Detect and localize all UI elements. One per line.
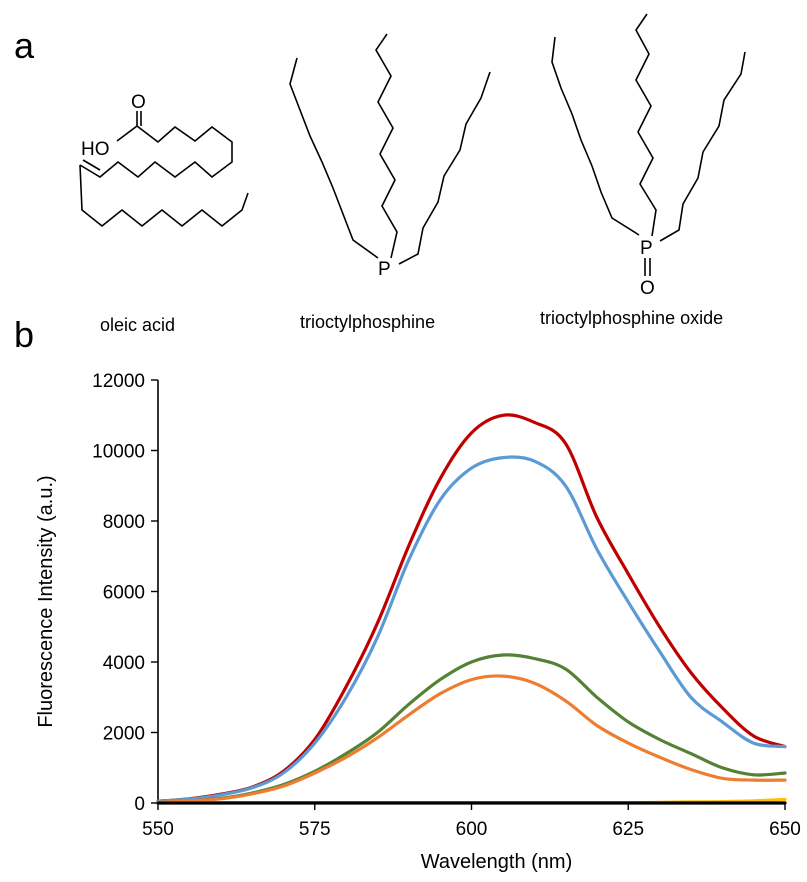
topo-atom-o: O [640,278,655,299]
topo-atom-p: P [640,238,653,259]
x-tick-label: 625 [612,819,644,840]
series-layer [156,413,787,805]
fluorescence-chart: 0 2000 4000 6000 8000 10000 12000 550 575 600 625… [35,371,801,873]
top-chain-1 [289,57,379,259]
topo-chain-1 [551,36,640,236]
oleic-acid-chain-upper [79,125,233,179]
oleic-acid-label: oleic acid [100,315,175,335]
x-tick-label: 600 [456,819,488,840]
y-ticks: 0 2000 4000 6000 8000 10000 12000 [92,371,158,815]
topo-chain-3 [659,51,746,242]
oleic-acid-structure: O HO oleic acid [79,92,249,335]
panel-b-letter: b [14,314,34,355]
trioctylphosphine-oxide-label: trioctylphosphine oxide [540,308,723,328]
y-tick-label: 2000 [103,724,145,745]
oleic-acid-atom-o: O [131,92,146,113]
x-axis-title: Wavelength (nm) [421,851,573,873]
series-line-3 [156,653,787,804]
y-axis-title: Fluorescence Intensity (a.u.) [35,475,57,727]
oleic-acid-atom-ho: HO [81,139,110,160]
y-tick-label: 12000 [92,371,145,392]
top-chain-3 [398,71,491,265]
trioctylphosphine-structure: P trioctylphosphine [289,33,491,332]
series-line-1 [156,413,787,803]
oleic-acid-backbone-head [116,111,138,142]
series-line-2 [156,455,787,803]
top-atom-p: P [378,259,391,280]
x-tick-label: 650 [769,819,801,840]
y-tick-label: 10000 [92,442,145,463]
x-tick-label: 575 [299,819,331,840]
cis-double-bond [82,159,101,171]
y-tick-label: 6000 [103,583,145,604]
series-line-4 [156,674,787,804]
top-chain-2 [375,33,398,259]
x-ticks: 550 575 600 625 650 [142,803,801,840]
y-tick-label: 8000 [103,512,145,533]
y-tick-label: 0 [134,794,145,815]
oleic-acid-chain-lower [79,164,249,228]
y-tick-label: 4000 [103,653,145,674]
topo-chain-2 [635,13,657,237]
panel-a-letter: a [14,25,35,66]
trioctylphosphine-label: trioctylphosphine [300,312,435,332]
trioctylphosphine-oxide-structure: P O trioctylphosphine oxide [540,13,746,328]
x-tick-label: 550 [142,819,174,840]
